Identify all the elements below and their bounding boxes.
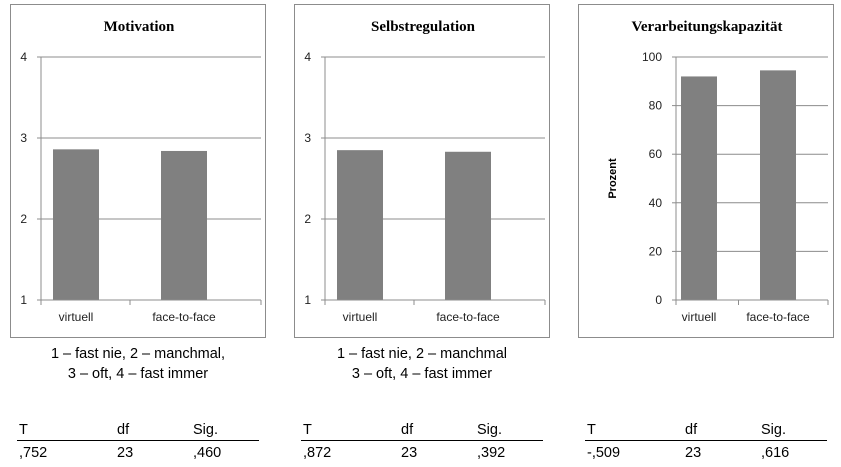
caption-motivation: 1 – fast nie, 2 – manchmal, 3 – oft, 4 –… bbox=[10, 344, 266, 384]
bar-virtuell bbox=[337, 150, 383, 300]
caption-line-2: 3 – oft, 4 – fast immer bbox=[67, 366, 209, 382]
x-category-label: face-to-face bbox=[152, 310, 216, 324]
caption-line-1: 1 – fast nie, 2 – manchmal, bbox=[50, 346, 226, 362]
y-tick-label: 2 bbox=[20, 212, 27, 226]
y-tick-label: 2 bbox=[304, 212, 311, 226]
x-category-label: face-to-face bbox=[436, 310, 500, 324]
y-tick-label: 60 bbox=[649, 147, 663, 161]
stats-table-selbstregulation: T df Sig. ,872 23 ,392 bbox=[301, 421, 543, 463]
y-tick-label: 3 bbox=[20, 131, 27, 145]
chart-title: Verarbeitungskapazität bbox=[631, 19, 782, 35]
bar-face-to-face bbox=[445, 151, 491, 300]
chart-title: Selbstregulation bbox=[371, 19, 476, 35]
value-df: 23 bbox=[117, 445, 134, 461]
y-tick-label: 3 bbox=[304, 131, 311, 145]
y-tick-label: 100 bbox=[642, 50, 662, 64]
x-category-label: virtuell bbox=[343, 310, 378, 324]
y-tick-label: 0 bbox=[655, 293, 662, 307]
value-sig: ,616 bbox=[761, 445, 790, 461]
value-df: 23 bbox=[401, 445, 418, 461]
chart-panel-selbstregulation: Selbstregulation 1 2 3 4 virtuell face-to-face bbox=[294, 4, 550, 338]
header-sig: Sig. bbox=[477, 422, 502, 438]
chart-panel-motivation: Motivation 1 2 3 4 virtuell face-to-face bbox=[10, 4, 266, 338]
header-df: df bbox=[685, 422, 698, 438]
y-tick-label: 4 bbox=[20, 50, 27, 64]
header-df: df bbox=[401, 422, 414, 438]
chart-title: Motivation bbox=[104, 19, 175, 35]
value-t: ,752 bbox=[19, 445, 48, 461]
y-tick-label: 40 bbox=[649, 196, 663, 210]
caption-selbstregulation: 1 – fast nie, 2 – manchmal 3 – oft, 4 – … bbox=[294, 344, 550, 384]
y-tick-label: 80 bbox=[649, 99, 663, 113]
header-sig: Sig. bbox=[761, 422, 786, 438]
x-category-label: virtuell bbox=[59, 310, 94, 324]
y-tick-label: 20 bbox=[649, 244, 663, 258]
caption-line-2: 3 – oft, 4 – fast immer bbox=[351, 366, 493, 382]
bar-face-to-face bbox=[161, 150, 207, 300]
header-t: T bbox=[19, 422, 28, 438]
value-sig: ,460 bbox=[193, 445, 222, 461]
bar-virtuell bbox=[53, 149, 99, 300]
header-t: T bbox=[303, 422, 312, 438]
value-t: -,509 bbox=[587, 445, 621, 461]
caption-line-1: 1 – fast nie, 2 – manchmal bbox=[336, 346, 508, 362]
stats-header-row: T df Sig. bbox=[301, 421, 543, 441]
bar-chart-motivation: Motivation 1 2 3 4 virtuell face-to-face bbox=[20, 19, 262, 324]
y-tick-label: 1 bbox=[20, 293, 27, 307]
stats-header-row: T df Sig. bbox=[17, 421, 259, 441]
value-df: 23 bbox=[685, 445, 702, 461]
y-tick-label: 1 bbox=[304, 293, 311, 307]
bar-virtuell bbox=[681, 76, 717, 300]
header-df: df bbox=[117, 422, 130, 438]
stats-table-motivation: T df Sig. ,752 23 ,460 bbox=[17, 421, 259, 463]
header-t: T bbox=[587, 422, 596, 438]
bar-chart-selbstregulation: Selbstregulation 1 2 3 4 virtuell face-to-face bbox=[304, 19, 546, 324]
chart-panel-verarbeitungskapazitaet: Verarbeitungskapazität 0 20 40 60 80 100 virtue… bbox=[578, 4, 834, 338]
x-category-label: face-to-face bbox=[746, 310, 810, 324]
header-sig: Sig. bbox=[193, 422, 218, 438]
stats-header-row: T df Sig. bbox=[585, 421, 827, 441]
stats-value-row: ,752 23 ,460 bbox=[17, 444, 259, 463]
value-sig: ,392 bbox=[477, 445, 506, 461]
stats-value-row: -,509 23 ,616 bbox=[585, 444, 827, 463]
stats-table-verarbeitungskapazitaet: T df Sig. -,509 23 ,616 bbox=[585, 421, 827, 463]
y-axis-label: Prozent bbox=[607, 158, 619, 199]
bar-chart-verarbeitungskapazitaet: Verarbeitungskapazität 0 20 40 60 80 100 virtue… bbox=[607, 19, 829, 324]
y-tick-label: 4 bbox=[304, 50, 311, 64]
bar-face-to-face bbox=[760, 70, 796, 301]
stats-value-row: ,872 23 ,392 bbox=[301, 444, 543, 463]
x-category-label: virtuell bbox=[682, 310, 717, 324]
value-t: ,872 bbox=[303, 445, 332, 461]
